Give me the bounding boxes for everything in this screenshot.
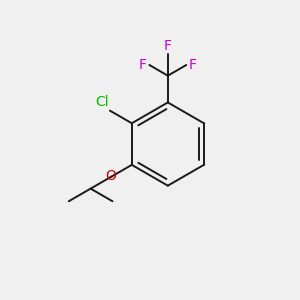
Text: O: O	[105, 169, 116, 184]
Text: F: F	[189, 58, 196, 72]
Text: F: F	[139, 58, 147, 72]
Text: Cl: Cl	[95, 95, 108, 109]
Text: F: F	[164, 39, 172, 53]
